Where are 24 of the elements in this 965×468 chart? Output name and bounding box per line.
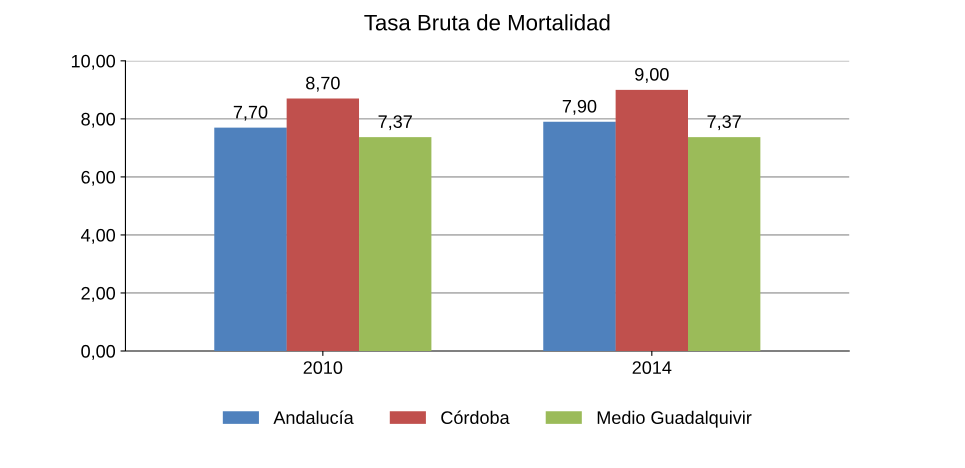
bar xyxy=(543,122,616,351)
bar xyxy=(688,137,760,351)
y-tick-label: 8,00 xyxy=(81,112,116,128)
bar xyxy=(359,137,432,351)
bar xyxy=(214,128,287,351)
y-tick-label: 6,00 xyxy=(82,170,116,186)
data-label: 7,70 xyxy=(234,106,268,121)
data-label: 8,70 xyxy=(306,76,340,92)
y-tick-label: 10,00 xyxy=(72,54,116,70)
x-tick-label: 2010 xyxy=(304,361,342,374)
legend-label: Córdoba xyxy=(441,410,510,424)
chart-title: Tasa Bruta de Mortalidad xyxy=(364,14,610,31)
bar xyxy=(616,90,688,351)
legend-label: Medio Guadalquivir xyxy=(598,410,752,428)
bar xyxy=(286,98,360,351)
data-label: 7,90 xyxy=(562,100,596,115)
data-label: 9,00 xyxy=(635,68,669,83)
y-tick-label: 0,00 xyxy=(81,344,116,360)
x-tick-label: 2014 xyxy=(632,361,672,374)
legend-label: Andalucía xyxy=(273,410,354,424)
y-tick-label: 2,00 xyxy=(82,286,116,302)
data-label: 7,37 xyxy=(708,115,741,130)
data-label: 7,37 xyxy=(378,115,412,130)
y-tick-label: 4,00 xyxy=(81,228,116,244)
